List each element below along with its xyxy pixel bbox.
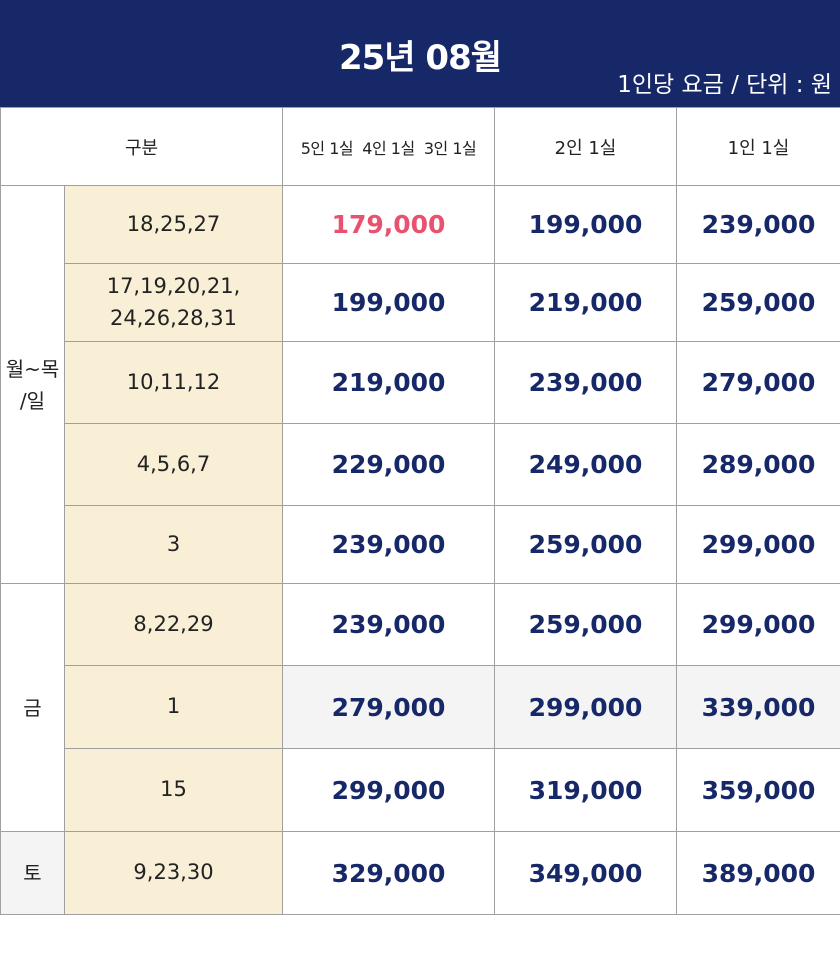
date-cell: 18,25,27 bbox=[64, 185, 283, 264]
price-cell: 239,000 bbox=[282, 583, 495, 666]
table-row: 4,5,6,7 229,000 249,000 289,000 bbox=[1, 423, 840, 506]
price-cell: 249,000 bbox=[494, 423, 677, 506]
table-row: 3 239,000 259,000 299,000 bbox=[1, 505, 840, 584]
price-table: 구분 5인 1실 4인 1실 3인 1실 2인 1실 1인 1실 월~목 /일 … bbox=[0, 107, 840, 915]
column-header-category: 구분 bbox=[0, 107, 283, 186]
price-cell: 199,000 bbox=[282, 263, 495, 342]
table-header-row: 구분 5인 1실 4인 1실 3인 1실 2인 1실 1인 1실 bbox=[0, 107, 840, 186]
price-cell: 229,000 bbox=[282, 423, 495, 506]
column-header-double-room: 2인 1실 bbox=[494, 107, 677, 186]
group-label-friday: 금 bbox=[0, 583, 65, 832]
price-cell: 359,000 bbox=[676, 748, 840, 832]
price-cell: 279,000 bbox=[282, 665, 495, 749]
price-cell-highlight: 179,000 bbox=[282, 185, 495, 264]
date-cell: 3 bbox=[64, 505, 283, 584]
table-row: 월~목 /일 18,25,27 179,000 199,000 239,000 bbox=[0, 185, 840, 584]
price-cell: 259,000 bbox=[676, 263, 840, 342]
table-row: 금 8,22,29 239,000 259,000 299,000 bbox=[0, 583, 840, 832]
price-cell: 279,000 bbox=[676, 341, 840, 424]
price-cell: 299,000 bbox=[494, 665, 677, 749]
column-header-multi-room: 5인 1실 4인 1실 3인 1실 bbox=[282, 107, 495, 186]
price-cell: 239,000 bbox=[282, 505, 495, 584]
column-header-single-room: 1인 1실 bbox=[676, 107, 840, 186]
price-cell: 299,000 bbox=[676, 505, 840, 584]
price-cell: 259,000 bbox=[494, 583, 677, 666]
price-cell: 199,000 bbox=[494, 185, 677, 264]
price-cell: 319,000 bbox=[494, 748, 677, 832]
price-cell: 329,000 bbox=[282, 831, 495, 915]
table-row: 토 9,23,30 329,000 349,000 389,000 bbox=[0, 831, 840, 915]
price-cell: 349,000 bbox=[494, 831, 677, 915]
table-row: 17,19,20,21, 24,26,28,31 199,000 219,000… bbox=[1, 263, 840, 342]
price-cell: 299,000 bbox=[676, 583, 840, 666]
unit-note: 1인당 요금 / 단위 : 원 bbox=[617, 72, 832, 98]
price-cell: 239,000 bbox=[494, 341, 677, 424]
date-cell: 4,5,6,7 bbox=[64, 423, 283, 506]
table-row: 1 279,000 299,000 339,000 bbox=[1, 665, 840, 749]
page-title: 25년 08월 bbox=[338, 38, 502, 78]
date-cell: 15 bbox=[64, 748, 283, 832]
date-cell: 8,22,29 bbox=[64, 583, 283, 666]
date-cell: 10,11,12 bbox=[64, 341, 283, 424]
date-cell: 17,19,20,21, 24,26,28,31 bbox=[64, 263, 283, 342]
price-cell: 219,000 bbox=[282, 341, 495, 424]
table-row: 15 299,000 319,000 359,000 bbox=[1, 748, 840, 832]
price-cell: 299,000 bbox=[282, 748, 495, 832]
price-cell: 219,000 bbox=[494, 263, 677, 342]
date-cell: 9,23,30 bbox=[64, 831, 283, 915]
group-label-weekday: 월~목 /일 bbox=[0, 185, 65, 584]
group-label-saturday: 토 bbox=[0, 831, 65, 915]
price-cell: 239,000 bbox=[676, 185, 840, 264]
page-header: 25년 08월 1인당 요금 / 단위 : 원 bbox=[0, 0, 840, 107]
price-cell: 339,000 bbox=[676, 665, 840, 749]
price-cell: 389,000 bbox=[676, 831, 840, 915]
price-cell: 259,000 bbox=[494, 505, 677, 584]
date-cell: 1 bbox=[64, 665, 283, 749]
table-row: 10,11,12 219,000 239,000 279,000 bbox=[1, 341, 840, 424]
price-cell: 289,000 bbox=[676, 423, 840, 506]
